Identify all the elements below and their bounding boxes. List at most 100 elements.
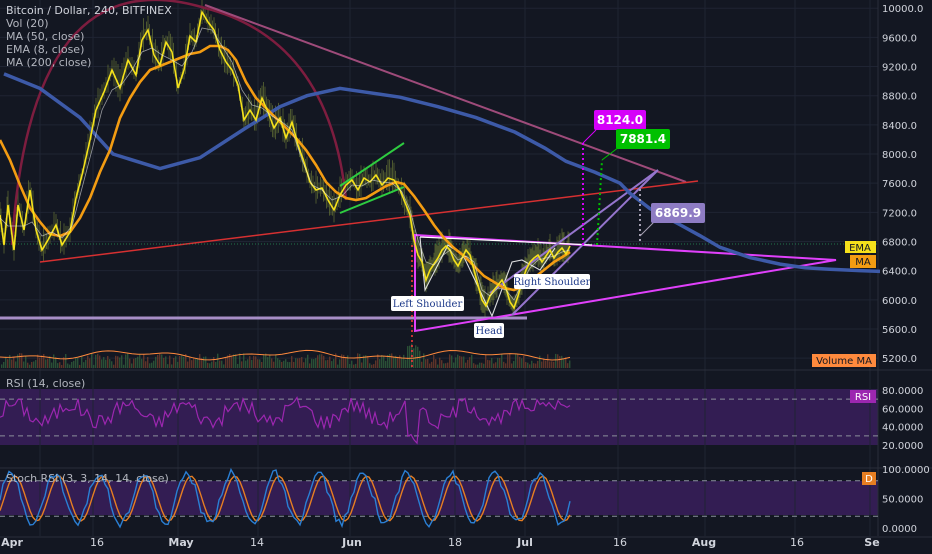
left-shoulder-label: Left Shoulder: [393, 299, 463, 310]
volume-bar: [347, 355, 349, 368]
volume-bar: [507, 354, 509, 368]
volume-bar: [119, 357, 121, 368]
volume-bar: [359, 353, 361, 368]
stoch-axis: 100.0000 50.0000 0.0000: [882, 465, 930, 535]
volume-bar: [339, 359, 341, 368]
time-axis: Apr 16 May 14 Jun 18 Jul 16 Aug 16 Se: [1, 536, 880, 549]
volume-bar: [219, 360, 221, 368]
volume-bar: [499, 358, 501, 368]
volume-bar: [143, 353, 145, 368]
hs-outline: [419, 236, 556, 318]
volume-bar: [211, 361, 213, 368]
volume-bar: [529, 364, 531, 368]
volume-bar: [183, 356, 185, 368]
volume-bar: [209, 363, 211, 368]
volume-bar: [463, 356, 465, 368]
volume-bar: [455, 357, 457, 368]
volume-bar: [459, 355, 461, 368]
volume-bar: [307, 354, 309, 368]
volume-bar: [197, 358, 199, 368]
time-tick-label: May: [168, 536, 193, 549]
volume-bar: [395, 355, 397, 368]
volume-bar: [343, 354, 345, 368]
volume-bar: [85, 359, 87, 368]
target3-box: [651, 203, 705, 223]
volume-bar: [301, 357, 303, 368]
study-volume: Vol (20): [6, 17, 49, 30]
price-tick-label: 8800.0: [882, 92, 917, 103]
volume-bar: [249, 356, 251, 368]
volume-bar: [367, 355, 369, 368]
volume-bar: [115, 355, 117, 368]
volume-bar: [97, 353, 99, 368]
volume-bar: [563, 359, 565, 368]
volume-bar: [431, 361, 433, 368]
volume-bar: [149, 363, 151, 368]
volume-bar: [399, 355, 401, 368]
volume-bar: [187, 361, 189, 368]
volume-bar: [427, 358, 429, 368]
volume-bar: [9, 354, 11, 368]
target3-leader: [639, 221, 655, 237]
volume-bar: [19, 353, 21, 368]
volume-bar: [43, 354, 45, 368]
volume-bar: [65, 354, 67, 368]
volume-bar: [77, 358, 79, 368]
volume-bar: [325, 360, 327, 368]
volume-bar: [423, 353, 425, 368]
volume-bar: [387, 355, 389, 368]
rsi-tick-label: 60.0000: [882, 404, 923, 415]
volume-bar: [481, 362, 483, 368]
volume-bar: [177, 361, 179, 368]
volume-bar: [289, 362, 291, 368]
right-shoulder-label-box: [514, 274, 590, 289]
volume-bar: [263, 354, 265, 368]
volume-bar: [445, 363, 447, 368]
volume-bar: [527, 362, 529, 368]
volume-bar: [71, 361, 73, 368]
volume-bar: [273, 361, 275, 368]
price-tick-label: 5200.0: [882, 354, 917, 365]
volume-bar: [397, 356, 399, 368]
volume-bar: [309, 363, 311, 368]
volume-bar: [517, 354, 519, 368]
volume-bar: [299, 358, 301, 368]
volume-bar: [461, 356, 463, 368]
volume-bar: [47, 358, 49, 368]
volume-bar: [477, 364, 479, 368]
volume-ma-line: [0, 349, 571, 361]
volume-bar: [403, 354, 405, 368]
volume-bar: [439, 357, 441, 368]
volume-bar: [53, 354, 55, 368]
volume-bar: [243, 353, 245, 368]
volume-bar: [39, 357, 41, 368]
volume-bar: [203, 356, 205, 368]
volume-bar: [331, 361, 333, 368]
volume-bar: [425, 359, 427, 368]
price-tick-label: 5600.0: [882, 325, 917, 336]
volume-bar: [421, 361, 423, 368]
volume-bar: [259, 359, 261, 368]
volume-bar: [327, 359, 329, 368]
volume-bar: [521, 358, 523, 368]
wedge-upper-line: [489, 169, 659, 294]
volume-bar: [381, 354, 383, 368]
volume-bar: [569, 360, 571, 368]
volume-bar: [15, 361, 17, 368]
volume-bar: [179, 355, 181, 368]
volume-bar: [531, 360, 533, 368]
target1-label: 8124.0: [597, 113, 643, 127]
volume-bar: [87, 355, 89, 368]
volume-bar: [393, 356, 395, 368]
price-tick-label: 7200.0: [882, 208, 917, 219]
volume-bar: [69, 364, 71, 368]
volume-bar: [269, 354, 271, 368]
volume-bar: [193, 358, 195, 368]
flag-lower-line: [339, 186, 405, 214]
volume-bar: [353, 364, 355, 368]
volume-bar: [447, 362, 449, 368]
volume-bar: [171, 364, 173, 368]
volume-bar: [287, 361, 289, 368]
volume-bar: [483, 363, 485, 368]
